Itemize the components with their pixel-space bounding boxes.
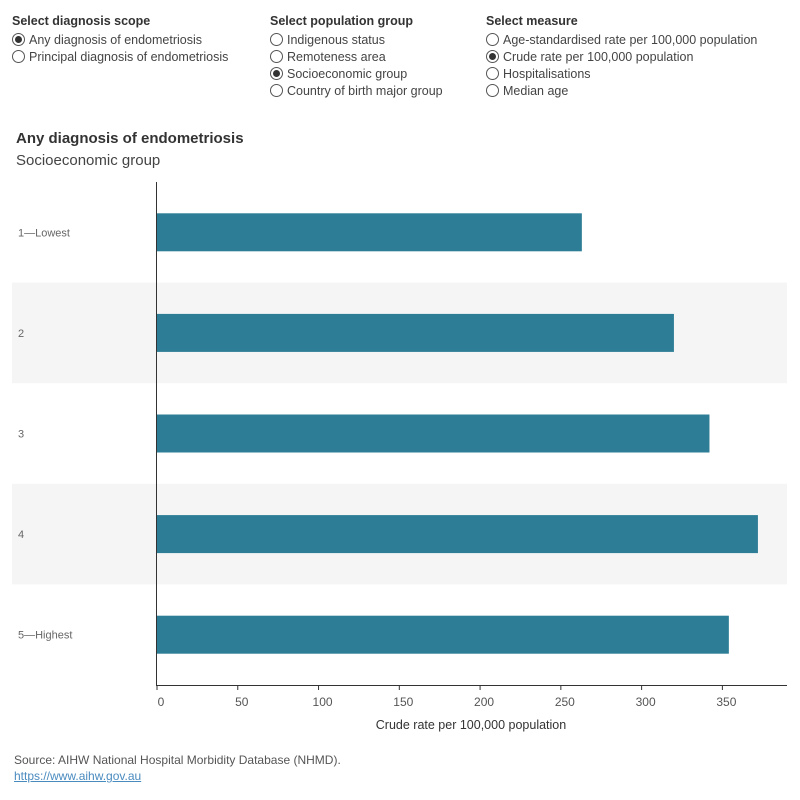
measure-option-crude-rate[interactable]: Crude rate per 100,000 population [486,48,757,65]
x-axis-title: Crude rate per 100,000 population [376,718,566,732]
radio-icon[interactable] [486,67,499,80]
population-option-country[interactable]: Country of birth major group [270,82,443,99]
x-tick-label: 350 [716,695,736,709]
measure-title: Select measure [486,14,578,28]
radio-icon[interactable] [486,84,499,97]
population-option-indigenous[interactable]: Indigenous status [270,31,443,48]
population-option-label: Indigenous status [287,32,385,47]
measure-option-label: Hospitalisations [503,66,591,81]
x-tick-label: 200 [474,695,494,709]
scope-option-label: Any diagnosis of endometriosis [29,32,203,47]
bar-chart: 1—Lowest 2 3 4 5—Highest 0 50 100 150 200 250 300 35… [12,182,787,732]
source-note: Source: AIHW National Hospital Morbidity… [14,753,341,767]
population-group-filter: Select population group Indigenous statu… [270,14,443,99]
category-label: 5—Highest [18,630,72,642]
measure-option-hospitalisations[interactable]: Hospitalisations [486,65,757,82]
scope-option-principal[interactable]: Principal diagnosis of endometriosis [12,48,228,65]
radio-icon[interactable] [270,84,283,97]
scope-option-label: Principal diagnosis of endometriosis [29,49,229,64]
category-label: 2 [18,328,24,340]
measure-option-median-age[interactable]: Median age [486,82,757,99]
radio-icon[interactable] [486,33,499,46]
source-link[interactable]: https://www.aihw.gov.au [14,769,142,783]
x-tick-label: 300 [636,695,656,709]
x-tick-label: 150 [393,695,413,709]
bar [157,615,729,654]
population-group-title: Select population group [270,14,414,28]
diagnosis-scope-filter: Select diagnosis scope Any diagnosis of … [12,14,228,65]
category-label: 4 [18,529,24,541]
radio-icon[interactable] [486,50,499,63]
filter-panel: Select diagnosis scope Any diagnosis of … [12,14,792,104]
measure-option-label: Crude rate per 100,000 population [503,49,694,64]
x-tick-label: 100 [313,695,333,709]
diagnosis-scope-title: Select diagnosis scope [12,14,151,28]
measure-option-label: Median age [503,83,569,98]
radio-icon[interactable] [12,33,25,46]
chart-title: Any diagnosis of endometriosis [16,130,244,147]
category-label: 3 [18,429,24,441]
population-option-label: Country of birth major group [287,83,443,98]
radio-icon[interactable] [270,33,283,46]
x-tick-label: 250 [555,695,575,709]
x-tick-label: 50 [235,695,249,709]
bar [157,213,582,252]
measure-option-label: Age-standardised rate per 100,000 popula… [503,32,758,47]
measure-option-age-standardised[interactable]: Age-standardised rate per 100,000 popula… [486,31,757,48]
category-label: 1—Lowest [18,227,70,239]
x-tick-label: 0 [158,695,165,709]
radio-icon[interactable] [270,67,283,80]
population-option-label: Socioeconomic group [287,66,408,81]
bar [157,313,674,352]
population-option-socioeconomic[interactable]: Socioeconomic group [270,65,443,82]
population-option-label: Remoteness area [287,49,386,64]
radio-icon[interactable] [270,50,283,63]
population-option-remoteness[interactable]: Remoteness area [270,48,443,65]
bar [157,515,758,554]
scope-option-any[interactable]: Any diagnosis of endometriosis [12,31,228,48]
radio-icon[interactable] [12,50,25,63]
bar [157,414,710,453]
chart-subtitle: Socioeconomic group [16,152,161,169]
measure-filter: Select measure Age-standardised rate per… [486,14,757,99]
